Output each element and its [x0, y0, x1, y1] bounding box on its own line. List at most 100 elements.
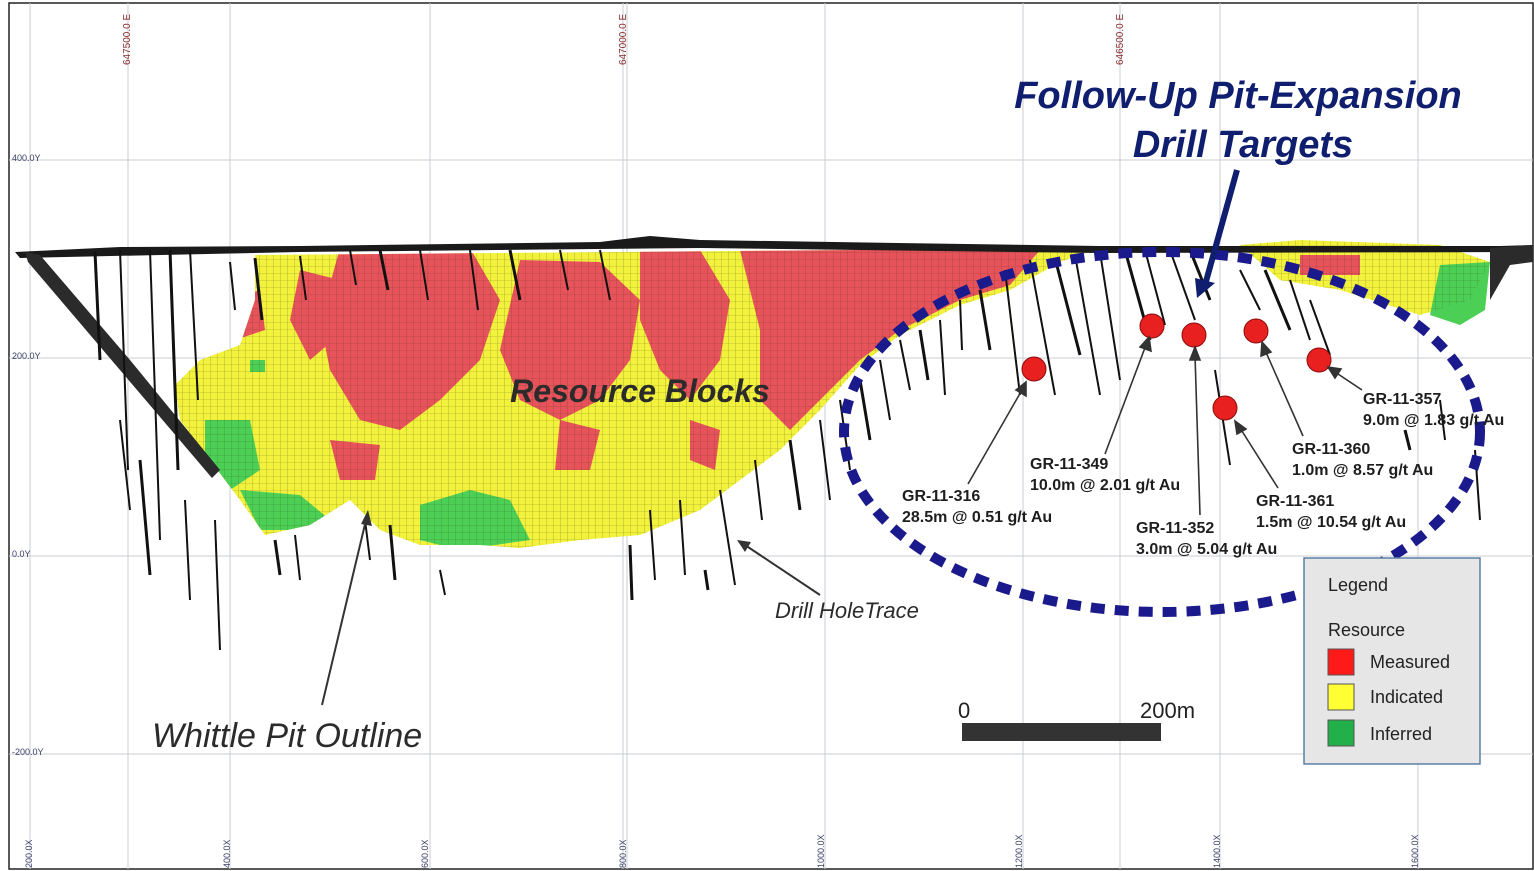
- drill-hole-trace: [419, 249, 429, 301]
- title-arrow: [1195, 169, 1240, 298]
- drill-hole-trace: [149, 249, 161, 541]
- drill-hole-trace-arrow: [737, 540, 821, 596]
- drill-hole-trace: [93, 251, 102, 361]
- drill-hole-trace: [959, 299, 963, 351]
- drill-hole-trace: [819, 419, 831, 501]
- drill-hole-trace: [1309, 299, 1331, 356]
- drill-hole-trace: [1169, 249, 1196, 321]
- bottom-axis-label-5: 1000.0X: [816, 834, 826, 868]
- drill-hole-trace: [273, 539, 282, 576]
- scale-bar-start: 0: [958, 698, 970, 723]
- bottom-axis-label-1: 200.0X: [24, 839, 34, 868]
- hit-361-result: 1.5m @ 10.54 g/t Au: [1256, 514, 1406, 531]
- drill-hole-trace: [508, 249, 522, 301]
- drill-hole-trace: [703, 569, 710, 591]
- hit-361-hole: GR-11-361: [1256, 493, 1334, 510]
- drill-hole-trace: [1263, 269, 1292, 331]
- hit-316-hole: GR-11-316: [902, 488, 980, 505]
- drill-hole-trace: [628, 544, 634, 601]
- bottom-axis-label-3: 600.0X: [420, 839, 430, 868]
- top-axis-label-2: 647000.0 E: [618, 14, 629, 65]
- legend: Legend Resource Measured Indicated Infer…: [1303, 557, 1481, 765]
- scale-bar-end: 200m: [1140, 698, 1195, 723]
- title-line-1: Follow-Up Pit-Expansion: [1014, 75, 1462, 117]
- intercept-labels: GR-11-316 28.5m @ 0.51 g/t Au GR-11-349 …: [902, 391, 1504, 558]
- drill-hole-trace: [168, 249, 180, 471]
- left-axis-label-1: 400.0Y: [12, 153, 41, 163]
- bottom-axis-label-4: 800.0X: [618, 839, 628, 868]
- whittle-pit-east-wall: [1490, 245, 1533, 300]
- intercept-dot-316: [1021, 356, 1047, 382]
- drill-hole-trace: [1289, 279, 1311, 341]
- hit-352-hole: GR-11-352: [1136, 520, 1214, 537]
- drill-hole-trace: [439, 569, 446, 596]
- drill-hole-trace: [469, 249, 479, 311]
- legend-label-indicated: Indicated: [1370, 687, 1443, 707]
- drill-hole-trace: [189, 249, 199, 401]
- whittle-pit-arrow: [321, 510, 372, 706]
- drill-hole-trace: [899, 339, 911, 391]
- drill-hole-trace: [858, 379, 872, 441]
- legend-label-inferred: Inferred: [1370, 724, 1432, 744]
- hit-349-hole: GR-11-349: [1030, 456, 1108, 473]
- drill-hole-trace: [1053, 257, 1082, 356]
- drill-hole-trace: [1074, 254, 1101, 396]
- drill-hole-trace: [119, 419, 131, 511]
- drill-hole-trace: [879, 359, 891, 421]
- pit-expansion-target-ellipse: [839, 247, 1485, 617]
- whittle-pit-outline-label: Whittle Pit Outline: [152, 717, 422, 755]
- left-axis-label-4: -200.0Y: [12, 747, 44, 757]
- drill-hole-trace: [378, 249, 390, 291]
- drill-hole-trace: [349, 249, 357, 286]
- bottom-axis-label-6: 1200.0X: [1014, 834, 1024, 868]
- title-line-2: Drill Targets: [1133, 124, 1353, 166]
- hit-357-hole: GR-11-357: [1363, 391, 1441, 408]
- resource-blocks-label: Resource Blocks: [510, 373, 770, 409]
- drill-hole-trace: [1403, 429, 1412, 451]
- whittle-pit-west-wall: [25, 252, 220, 478]
- hit-352-result: 3.0m @ 5.04 g/t Au: [1136, 541, 1277, 558]
- left-axis-label-2: 200.0Y: [12, 351, 41, 361]
- drill-hole-trace: [1439, 399, 1446, 441]
- drill-hole-trace: [649, 509, 656, 581]
- drill-hole-trace: [1099, 251, 1121, 381]
- left-axis-label-3: 0.0Y: [12, 549, 31, 559]
- drill-hole-trace: [1144, 249, 1166, 326]
- hit-316-result: 28.5m @ 0.51 g/t Au: [902, 509, 1052, 526]
- intercept-dot-361: [1212, 395, 1238, 421]
- drill-hole-trace: [299, 255, 307, 301]
- drill-hole-trace: [978, 289, 992, 351]
- drill-hole-trace: [184, 499, 191, 601]
- drill-hole-trace: [599, 249, 611, 301]
- drill-hole-trace: [229, 261, 236, 311]
- drill-hole-trace: [214, 519, 221, 651]
- drill-hole-trace: [679, 499, 686, 576]
- legend-swatch-measured: [1327, 648, 1355, 676]
- top-axis-label-1: 647500.0 E: [122, 14, 133, 65]
- intercept-markers: [1021, 313, 1332, 421]
- drill-hole-trace: [719, 489, 736, 586]
- bottom-axis-label-8: 1600.0X: [1410, 834, 1420, 868]
- drill-hole-trace: [1004, 269, 1021, 396]
- drill-hole-trace: [119, 249, 129, 471]
- drill-hole-traces: [93, 249, 1481, 651]
- drill-hole-trace: [388, 524, 397, 581]
- legend-label-measured: Measured: [1370, 652, 1450, 672]
- bottom-axis-label-2: 400.0X: [222, 839, 232, 868]
- drill-hole-trace: [754, 459, 763, 521]
- legend-swatch-indicated: [1327, 683, 1355, 711]
- drill-hole-trace: [1239, 269, 1261, 311]
- intercept-dot-357: [1306, 347, 1332, 373]
- top-axis-label-3: 646500.0 E: [1115, 14, 1126, 65]
- scale-bar: 0 200m: [958, 698, 1195, 741]
- drill-hole-trace: [364, 519, 371, 561]
- drill-hole-trace: [939, 319, 946, 396]
- bottom-axis-label-7: 1400.0X: [1212, 834, 1222, 868]
- drill-hole-trace: [918, 329, 930, 381]
- legend-title: Legend: [1328, 575, 1388, 595]
- legend-swatch-inferred: [1327, 719, 1355, 747]
- drill-hole-trace-label: Drill HoleTrace: [775, 598, 919, 623]
- drill-hole-trace: [294, 534, 301, 581]
- hit-360-hole: GR-11-360: [1292, 441, 1370, 458]
